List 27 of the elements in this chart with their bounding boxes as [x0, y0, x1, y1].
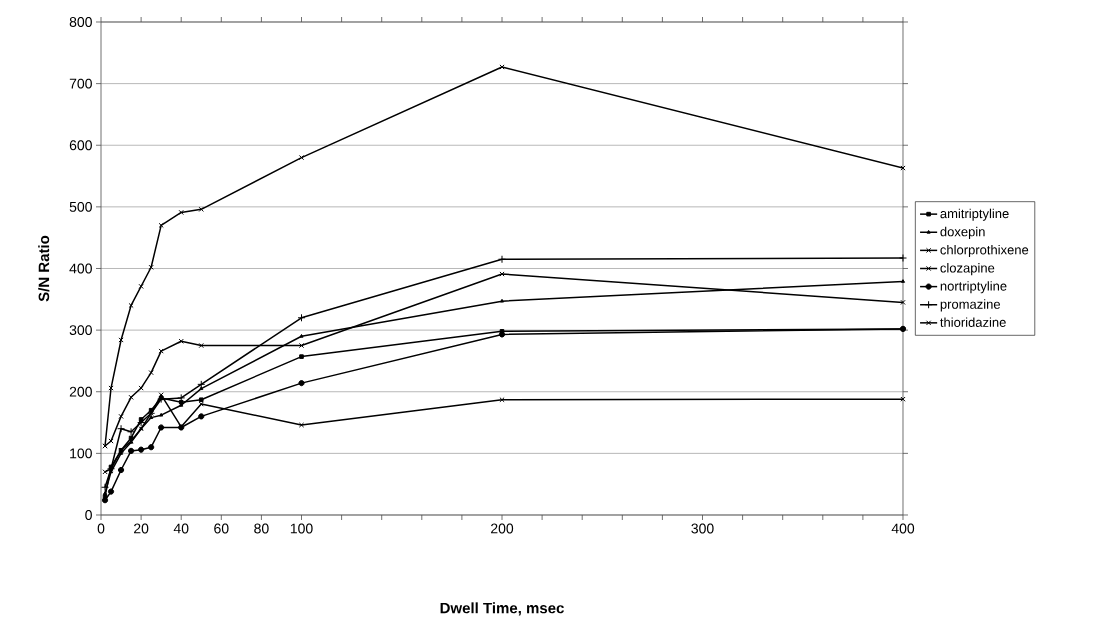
- legend-label: chlorprothixene: [940, 244, 1029, 258]
- legend-label: promazine: [940, 299, 1000, 312]
- y-tick-label: 800: [69, 17, 92, 27]
- x-tick-label: 100: [290, 523, 313, 534]
- y-tick-label: 600: [69, 140, 92, 151]
- x-tick-label: 400: [891, 523, 915, 534]
- y-tick-label: 200: [69, 386, 92, 397]
- y-tick-label: 0: [85, 510, 92, 520]
- x-tick-label: 20: [134, 523, 149, 534]
- y-tick-label: 400: [69, 263, 92, 274]
- x-axis-title: Dwell Time, msec: [440, 602, 564, 616]
- legend-label: thioridazine: [940, 317, 1006, 327]
- x-tick-label: 40: [173, 523, 189, 534]
- legend-label: doxepin: [940, 226, 985, 239]
- x-tick-label: 300: [691, 523, 714, 534]
- x-tick-label: 0: [97, 523, 105, 534]
- x-tick-label: 60: [214, 523, 229, 534]
- x-tick-label: 80: [254, 523, 269, 534]
- x-tick-label: 200: [491, 523, 514, 534]
- legend-label: amitriptyline: [940, 208, 1009, 221]
- y-tick-label: 100: [70, 448, 92, 459]
- y-tick-label: 500: [69, 201, 92, 212]
- y-axis-title: S/N Ratio: [38, 235, 50, 302]
- legend-label: clozapine: [940, 263, 995, 276]
- legend-label: nortriptyline: [940, 281, 1007, 294]
- y-tick-label: 300: [69, 325, 92, 336]
- y-tick-label: 700: [69, 78, 92, 89]
